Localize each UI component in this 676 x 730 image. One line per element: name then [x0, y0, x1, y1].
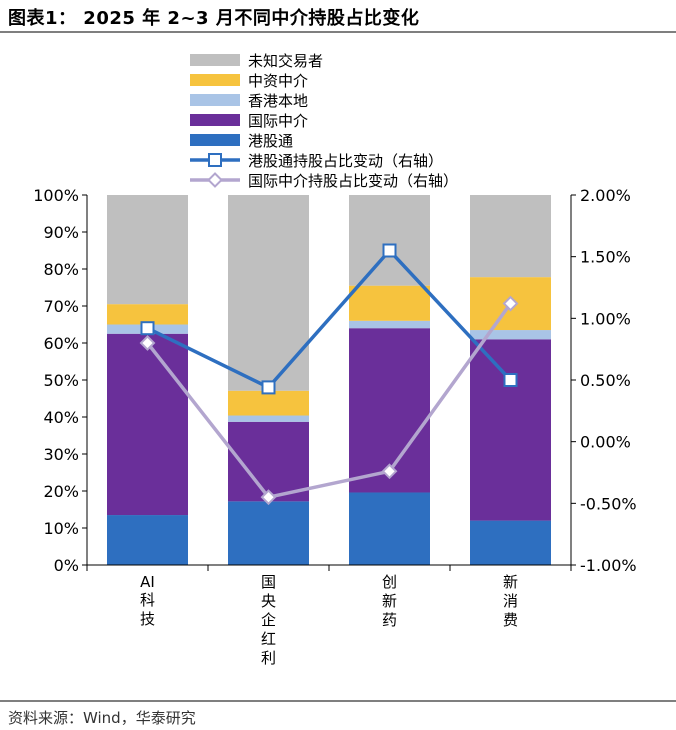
y-tick-label: 90%	[43, 223, 79, 242]
bar-segment-3-2	[349, 285, 430, 321]
bar-segment-2-1	[228, 415, 309, 422]
bar-segment-3-0	[107, 304, 188, 325]
y-tick-label: 40%	[43, 408, 79, 427]
x-tick-label: 新消费	[503, 573, 518, 629]
y2-tick-label: 2.00%	[580, 186, 631, 205]
bars	[107, 195, 551, 565]
bar-segment-4-1	[228, 195, 309, 391]
y2-tick-label: -0.50%	[580, 494, 637, 513]
line-series-1	[146, 302, 512, 499]
y-tick-label: 60%	[43, 334, 79, 353]
legend-swatch	[190, 114, 240, 126]
y2-tick-label: -1.00%	[580, 556, 637, 575]
bar-segment-1-3	[470, 339, 551, 521]
axes: 0% 10% 20% 30% 40% 50% 60% 70% 80% 90% 100% -1.00% -…	[33, 186, 636, 667]
bar-segment-3-1	[228, 390, 309, 416]
line-series-0	[146, 248, 512, 390]
legend-label: 香港本地	[248, 92, 308, 110]
bar-segment-4-2	[349, 195, 430, 286]
x-tick-label: AI 科技	[140, 573, 155, 628]
legend-swatch	[190, 74, 240, 86]
legend-swatch	[190, 134, 240, 146]
x-tick-label: 创新药	[382, 573, 397, 629]
bar-segment-1-0	[107, 333, 188, 516]
bar-segment-2-3	[470, 330, 551, 340]
y-tick-label: 20%	[43, 482, 79, 501]
y2-tick-label: 0.50%	[580, 371, 631, 390]
y-tick-label: 70%	[43, 297, 79, 316]
y2-tick-label: 1.00%	[580, 309, 631, 328]
y2-tick-label: 0.00%	[580, 433, 631, 452]
bar-segment-0-0	[107, 515, 188, 565]
line-point-1-0	[139, 335, 156, 351]
line-point-0-3	[503, 373, 518, 387]
line-point-0-1	[261, 380, 276, 395]
line-point-0-0	[140, 321, 155, 336]
legend-label: 中资中介	[248, 72, 308, 90]
legend-swatch	[190, 54, 240, 66]
y-tick-label: 0%	[54, 556, 79, 575]
bar-segment-0-2	[349, 492, 430, 565]
y-tick-label: 50%	[43, 371, 79, 390]
line-point-1-1	[260, 489, 277, 506]
y-tick-label: 10%	[43, 519, 79, 538]
x-tick-label: 国央企红利	[261, 573, 276, 667]
chart-title: 图表1： 2025 年 2~3 月不同中介持股占比变化	[8, 8, 420, 29]
bar-segment-4-3	[470, 195, 551, 278]
lines	[139, 243, 519, 506]
legend-label: 港股通持股占比变动（右轴）	[248, 152, 443, 170]
legend-marker	[207, 172, 223, 188]
legend-label: 国际中介持股占比变动（右轴）	[248, 172, 458, 190]
bar-segment-0-1	[228, 501, 309, 565]
line-point-1-3	[502, 295, 519, 312]
bar-segment-2-2	[349, 320, 430, 329]
y-tick-label: 100%	[33, 186, 79, 205]
legend-label: 国际中介	[248, 112, 308, 130]
line-point-0-2	[382, 243, 397, 258]
bar-segment-0-3	[470, 520, 551, 565]
y2-tick-label: 1.50%	[580, 248, 631, 267]
source-note: 资料来源：Wind，华泰研究	[8, 709, 196, 727]
y-tick-label: 80%	[43, 260, 79, 279]
bar-segment-4-0	[107, 195, 188, 305]
legend-label: 港股通	[248, 132, 293, 150]
legend-swatch	[190, 94, 240, 106]
title-rule	[0, 31, 676, 33]
source-rule	[0, 700, 676, 702]
line-point-1-2	[381, 463, 398, 480]
y-tick-label: 30%	[43, 445, 79, 464]
legend-label: 未知交易者	[248, 52, 323, 70]
legend-marker	[208, 153, 222, 167]
